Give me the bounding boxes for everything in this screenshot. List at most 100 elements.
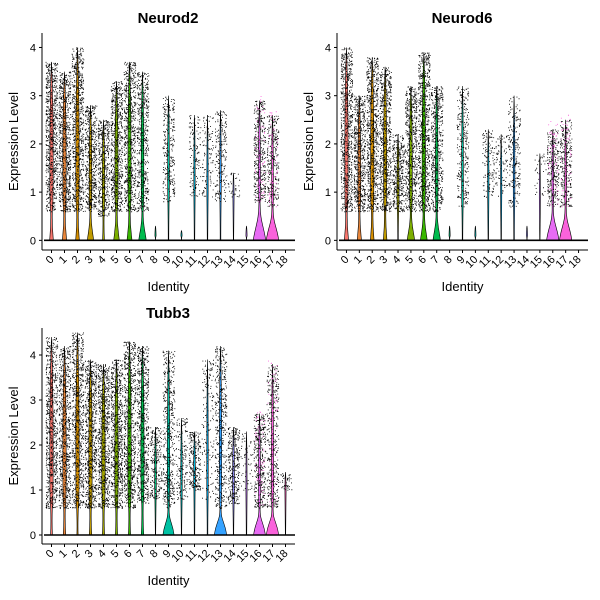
violin-4 bbox=[392, 134, 405, 241]
violin-points bbox=[392, 134, 405, 213]
violin-body bbox=[370, 57, 375, 241]
x-tick-label: 8 bbox=[148, 254, 161, 267]
violin-16 bbox=[546, 121, 560, 241]
violin-points bbox=[45, 337, 59, 509]
x-tick-label: 0 bbox=[44, 548, 57, 561]
violin-points bbox=[456, 86, 470, 208]
violin-points bbox=[123, 341, 137, 509]
x-tick-label: 18 bbox=[273, 548, 290, 565]
violin-7 bbox=[136, 345, 150, 536]
x-tick-label: 4 bbox=[96, 254, 109, 267]
violin-points bbox=[482, 130, 496, 198]
violin-16 bbox=[253, 411, 267, 536]
violin-0 bbox=[45, 61, 59, 241]
violin-body bbox=[193, 114, 196, 241]
x-tick-label: 1 bbox=[57, 548, 70, 561]
violin-points bbox=[45, 61, 59, 213]
y-tick-label: 3 bbox=[325, 91, 331, 103]
violin-points bbox=[366, 57, 379, 212]
violin-points bbox=[417, 52, 431, 213]
violin-body bbox=[512, 95, 516, 241]
violin-0 bbox=[340, 47, 354, 241]
x-axis-title: Identity bbox=[148, 573, 190, 588]
violin-body bbox=[284, 471, 287, 536]
violin-points bbox=[266, 365, 280, 508]
y-tick-label: 1 bbox=[30, 187, 36, 199]
x-tick-label: 2 bbox=[70, 548, 83, 561]
violin-4 bbox=[97, 363, 111, 536]
violin-points bbox=[430, 86, 444, 213]
violin-8 bbox=[154, 225, 157, 241]
violin-1 bbox=[353, 95, 367, 241]
y-tick-label: 3 bbox=[30, 91, 36, 103]
violin-5 bbox=[110, 81, 124, 241]
panel-title: Neurod6 bbox=[432, 10, 493, 27]
violin-1 bbox=[58, 71, 72, 241]
violin-body bbox=[356, 95, 362, 241]
violin-points bbox=[97, 120, 111, 217]
x-tick-label: 1 bbox=[352, 254, 365, 267]
x-tick-label: 18 bbox=[567, 254, 584, 271]
x-tick-label: 0 bbox=[339, 254, 352, 267]
violin-3 bbox=[379, 66, 392, 241]
violin-points-highlight bbox=[254, 411, 265, 507]
violin-body bbox=[265, 363, 280, 536]
x-tick-label: 8 bbox=[148, 548, 161, 561]
violin-16 bbox=[252, 96, 267, 241]
violin-points-highlight bbox=[254, 96, 266, 203]
violin-points bbox=[240, 433, 254, 491]
violin-17 bbox=[265, 360, 280, 536]
violin-13 bbox=[213, 345, 228, 536]
violin-8 bbox=[448, 225, 451, 241]
violin-5 bbox=[405, 86, 418, 241]
violin-points bbox=[201, 115, 215, 198]
violin-points bbox=[84, 360, 98, 509]
x-tick-label: 1 bbox=[57, 254, 70, 267]
x-tick-label: 5 bbox=[109, 254, 122, 267]
y-tick-label: 1 bbox=[325, 187, 331, 199]
violin-points bbox=[214, 346, 228, 509]
violin-points bbox=[58, 71, 72, 213]
violin-12 bbox=[201, 114, 215, 241]
violin-body bbox=[138, 71, 147, 241]
violin-points bbox=[71, 332, 85, 509]
violin-12 bbox=[201, 359, 215, 536]
violin-body bbox=[432, 86, 441, 241]
violin-2 bbox=[71, 332, 85, 536]
violin-10 bbox=[175, 417, 189, 536]
violin-9 bbox=[162, 95, 176, 241]
violin-points bbox=[84, 105, 98, 212]
x-tick-label: 18 bbox=[273, 254, 290, 271]
x-tick-label: 7 bbox=[135, 548, 148, 561]
violin-15 bbox=[240, 431, 254, 536]
violin-6 bbox=[417, 52, 431, 241]
violin-points bbox=[123, 61, 137, 213]
violin-points bbox=[71, 47, 85, 212]
violin-points bbox=[110, 359, 124, 509]
violin-body bbox=[526, 225, 528, 241]
x-tick-label: 3 bbox=[83, 254, 96, 267]
violin-17 bbox=[559, 114, 573, 241]
violin-6 bbox=[123, 341, 137, 536]
violin-15 bbox=[534, 153, 547, 241]
y-tick-label: 2 bbox=[325, 139, 331, 151]
violin-points bbox=[379, 67, 392, 213]
x-tick-label: 6 bbox=[416, 254, 429, 267]
x-tick-label: 0 bbox=[44, 254, 57, 267]
x-tick-label: 7 bbox=[429, 254, 442, 267]
violin-6 bbox=[123, 61, 137, 241]
violin-11 bbox=[188, 114, 202, 241]
y-axis-title: Expression Level bbox=[6, 92, 21, 191]
x-tick-label: 6 bbox=[122, 254, 135, 267]
violin-body bbox=[206, 359, 209, 536]
violin-2 bbox=[366, 57, 379, 241]
violin-10 bbox=[180, 229, 183, 241]
y-tick-label: 2 bbox=[30, 139, 36, 151]
violin-points bbox=[214, 111, 228, 202]
violin-11 bbox=[482, 129, 496, 241]
y-tick-label: 0 bbox=[30, 235, 36, 247]
violin-body bbox=[154, 225, 157, 241]
violin-points bbox=[58, 346, 72, 509]
violin-10 bbox=[474, 225, 477, 241]
